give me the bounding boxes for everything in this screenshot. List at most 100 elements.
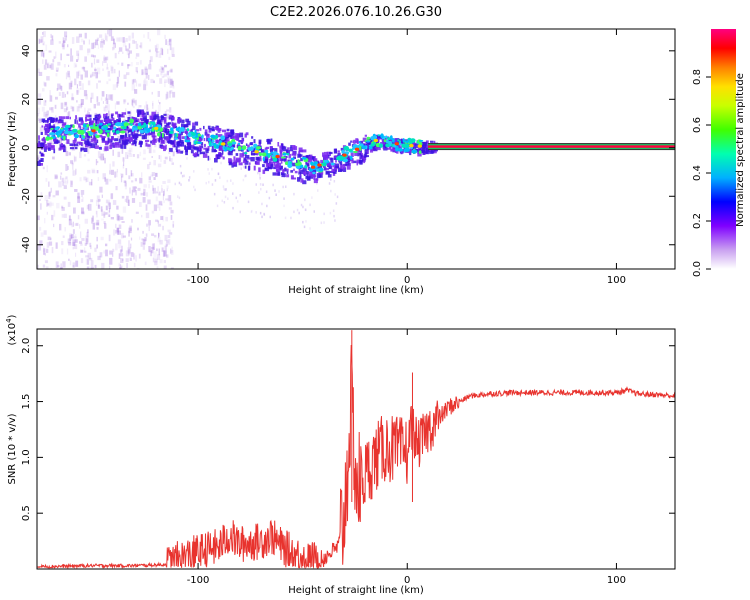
noise-blob (87, 158, 90, 162)
noise-blob (171, 246, 173, 253)
noise-blob (158, 200, 162, 206)
noise-blob (63, 108, 68, 113)
noise-blob (63, 185, 67, 189)
band-blob (43, 139, 46, 143)
band-blob (282, 146, 287, 152)
noise-blob (161, 185, 163, 189)
band-blob (151, 132, 156, 138)
noise-blob (167, 235, 171, 239)
noise-blob (161, 188, 163, 193)
band-blob (114, 138, 119, 142)
noise-blob (159, 78, 163, 84)
noise-blob (232, 182, 234, 185)
noise-blob (105, 35, 108, 42)
band-blob (320, 159, 324, 164)
band-blob (235, 158, 240, 163)
x-tick-label: 100 (607, 575, 626, 586)
band-blob (363, 153, 366, 158)
band-blob (65, 116, 69, 120)
band-blob (353, 160, 357, 164)
noise-blob (107, 30, 109, 35)
noise-blob (261, 202, 263, 206)
noise-blob (160, 47, 163, 55)
band-blob (152, 135, 155, 141)
band-blob (356, 159, 361, 164)
band-blob (93, 118, 96, 121)
noise-blob (167, 76, 171, 83)
band-blob (323, 167, 327, 171)
noise-blob (70, 55, 74, 62)
band-blob (285, 168, 289, 172)
band-blob (152, 138, 157, 143)
noise-blob (172, 85, 175, 89)
band-blob (120, 134, 125, 138)
band-blob (362, 137, 367, 142)
noise-blob (83, 154, 87, 157)
noise-blob (106, 81, 109, 85)
band-blob (94, 145, 99, 149)
noise-blob (153, 177, 156, 180)
noise-blob (87, 52, 90, 56)
noise-blob (90, 260, 94, 267)
hot-spot (77, 129, 83, 135)
noise-blob (132, 154, 135, 157)
band-blob (132, 140, 136, 145)
band-blob (299, 173, 302, 176)
band-blob (232, 145, 235, 148)
noise-blob (250, 210, 253, 214)
hot-spot (151, 121, 156, 126)
noise-blob (156, 266, 159, 269)
band-blob (286, 174, 290, 178)
colorbar-gradient (711, 29, 736, 269)
noise-blob (122, 37, 125, 43)
band-blob (297, 177, 301, 182)
spectrogram-x-ticks: -100 0 100 (187, 29, 626, 286)
hot-spot (385, 135, 388, 139)
band-blob (93, 135, 97, 140)
noise-blob (133, 262, 136, 268)
noise-blob (47, 63, 49, 69)
noise-blob (113, 68, 116, 74)
band-blob (282, 169, 285, 174)
noise-blob (304, 208, 307, 211)
band-blob (200, 136, 203, 141)
figure-title: C2E2.2026.076.10.26.G30 (270, 5, 442, 20)
noise-blob (97, 204, 101, 209)
noise-blob (40, 50, 45, 57)
noise-blob (61, 207, 65, 211)
band-blob (51, 125, 55, 130)
noise-blob (86, 266, 90, 269)
noise-blob (124, 198, 127, 202)
band-blob (156, 116, 160, 120)
y-tick-label: 1.0 (21, 449, 32, 465)
noise-blob (84, 56, 87, 62)
band-blob (233, 156, 236, 161)
band-blob (140, 117, 144, 120)
band-blob (412, 142, 417, 146)
noise-blob (121, 195, 125, 199)
colorbar: 0.00.20.40.60.8 Normalized spectral ampl… (692, 29, 746, 277)
noise-blob (72, 221, 74, 227)
band-blob (272, 172, 277, 176)
band-blob (238, 140, 241, 143)
band-blob (181, 136, 187, 139)
band-blob (366, 143, 370, 148)
noise-blob (149, 38, 151, 42)
noise-blob (103, 250, 105, 254)
snr-annotations (351, 330, 413, 503)
noise-blob (225, 188, 227, 191)
noise-blob (222, 185, 225, 188)
band-blob (169, 132, 172, 136)
noise-blob (119, 266, 122, 269)
noise-blob (87, 229, 89, 233)
band-blob (335, 165, 339, 169)
noise-blob (91, 217, 94, 224)
peak-spot (354, 147, 360, 151)
noise-blob (80, 104, 82, 107)
noise-blob (110, 193, 114, 200)
noise-blob (72, 170, 76, 176)
band-blob (329, 164, 332, 167)
hot-spot (402, 138, 405, 143)
